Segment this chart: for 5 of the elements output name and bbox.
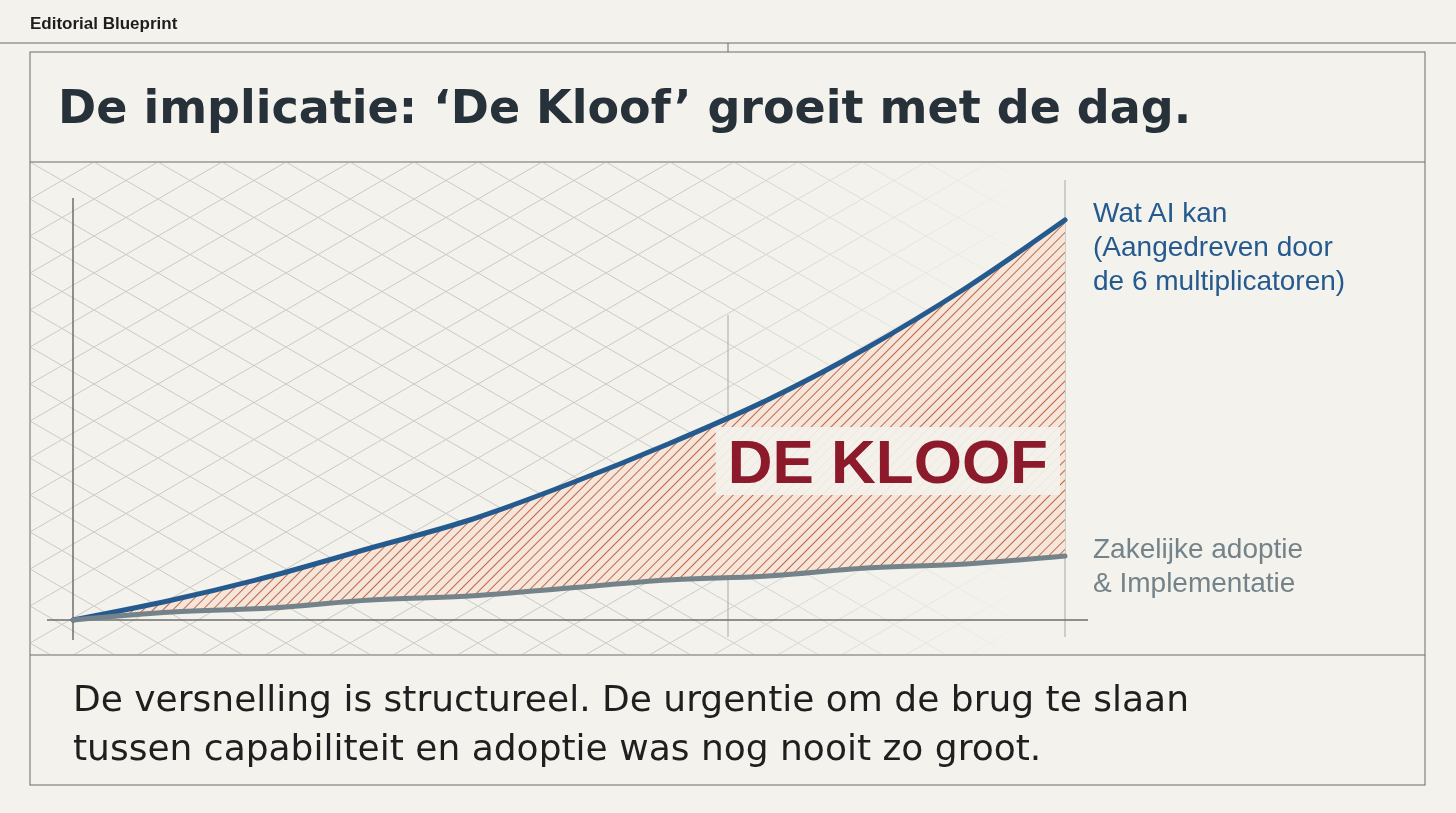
- series-label: Zakelijke adoptie & Implementatie: [1093, 533, 1304, 598]
- chart-title: De implicatie: ‘De Kloof’ groeit met de dag.: [58, 80, 1192, 134]
- text: De versnelling is structureel. De urgentie om de brug te slaan tussen capabiliteit en adoptie was nog nooit zo groot.: [73, 678, 1189, 768]
- series-label: Wat AI kan (Aangedreven door de 6 multiplicatoren): [1093, 197, 1346, 296]
- text: Editorial Blueprint: [30, 14, 178, 33]
